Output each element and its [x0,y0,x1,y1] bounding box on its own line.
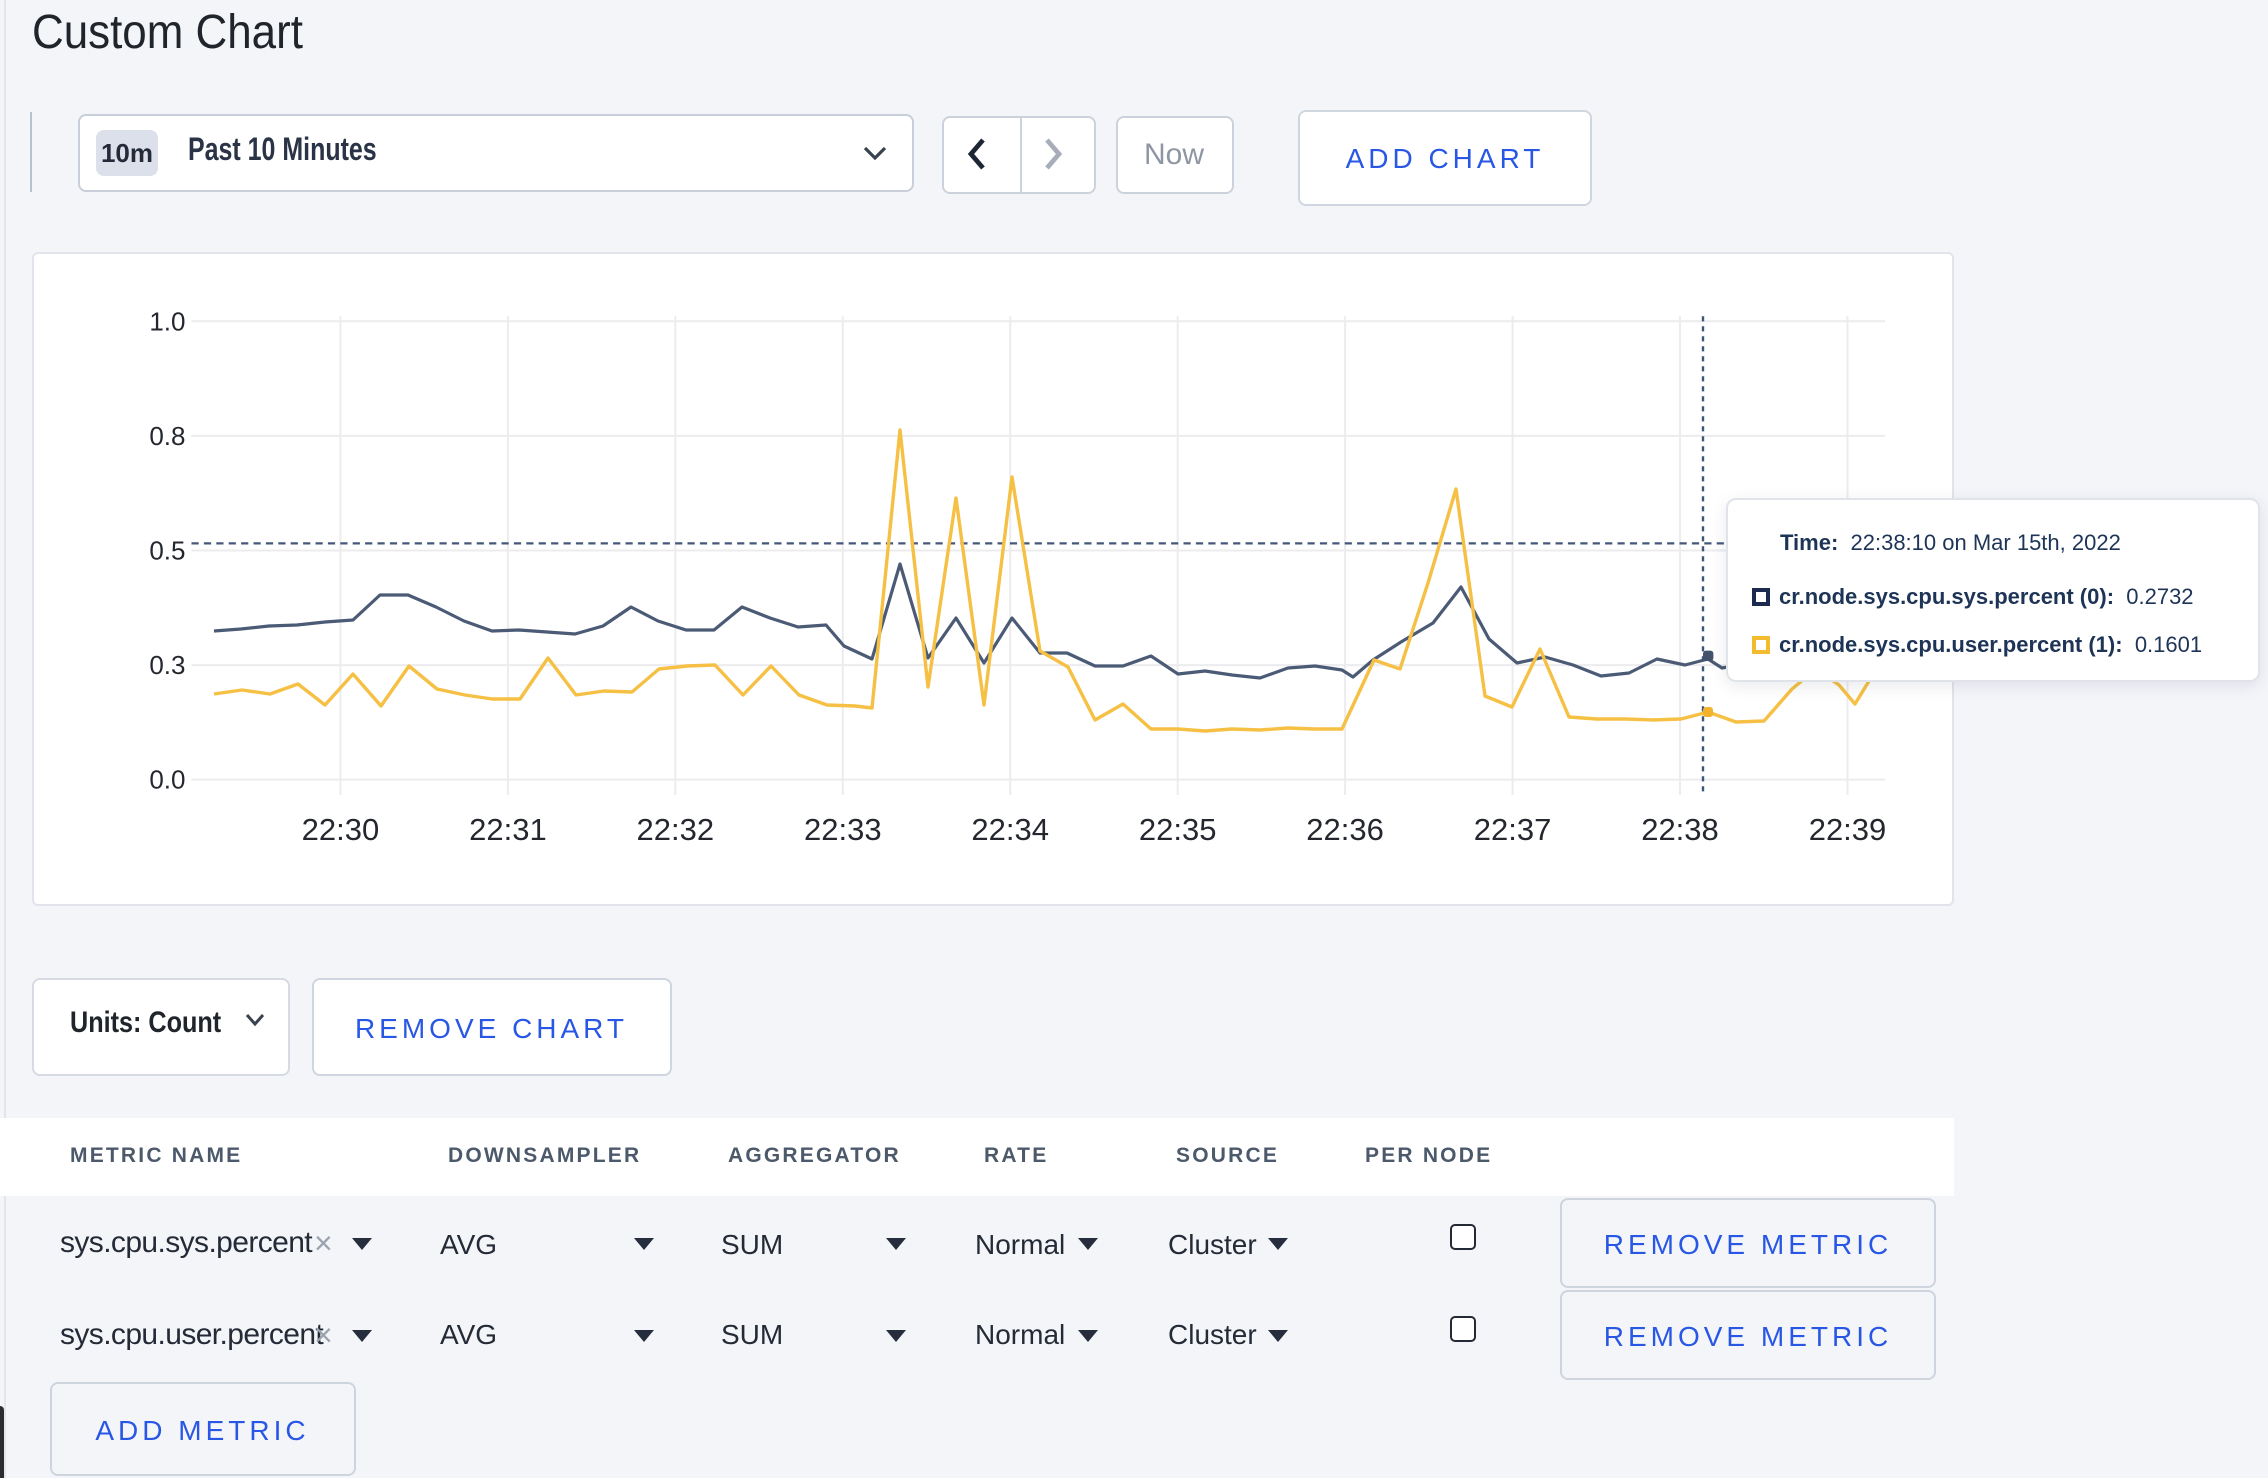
svg-text:1.0: 1.0 [148,305,184,335]
svg-text:0.3: 0.3 [148,649,184,679]
svg-text:22:33: 22:33 [803,811,881,846]
svg-text:22:34: 22:34 [970,811,1048,846]
svg-text:22:31: 22:31 [468,811,546,846]
svg-text:22:36: 22:36 [1305,811,1383,846]
svg-text:22:32: 22:32 [636,811,714,846]
svg-text:22:30: 22:30 [301,811,379,846]
svg-text:22:38: 22:38 [1640,811,1718,846]
svg-text:22:39: 22:39 [1808,811,1886,846]
svg-text:0.0: 0.0 [148,764,184,794]
svg-text:22:35: 22:35 [1138,811,1216,846]
svg-text:22:37: 22:37 [1473,811,1551,846]
svg-text:0.5: 0.5 [148,535,184,565]
svg-text:0.8: 0.8 [148,420,184,450]
